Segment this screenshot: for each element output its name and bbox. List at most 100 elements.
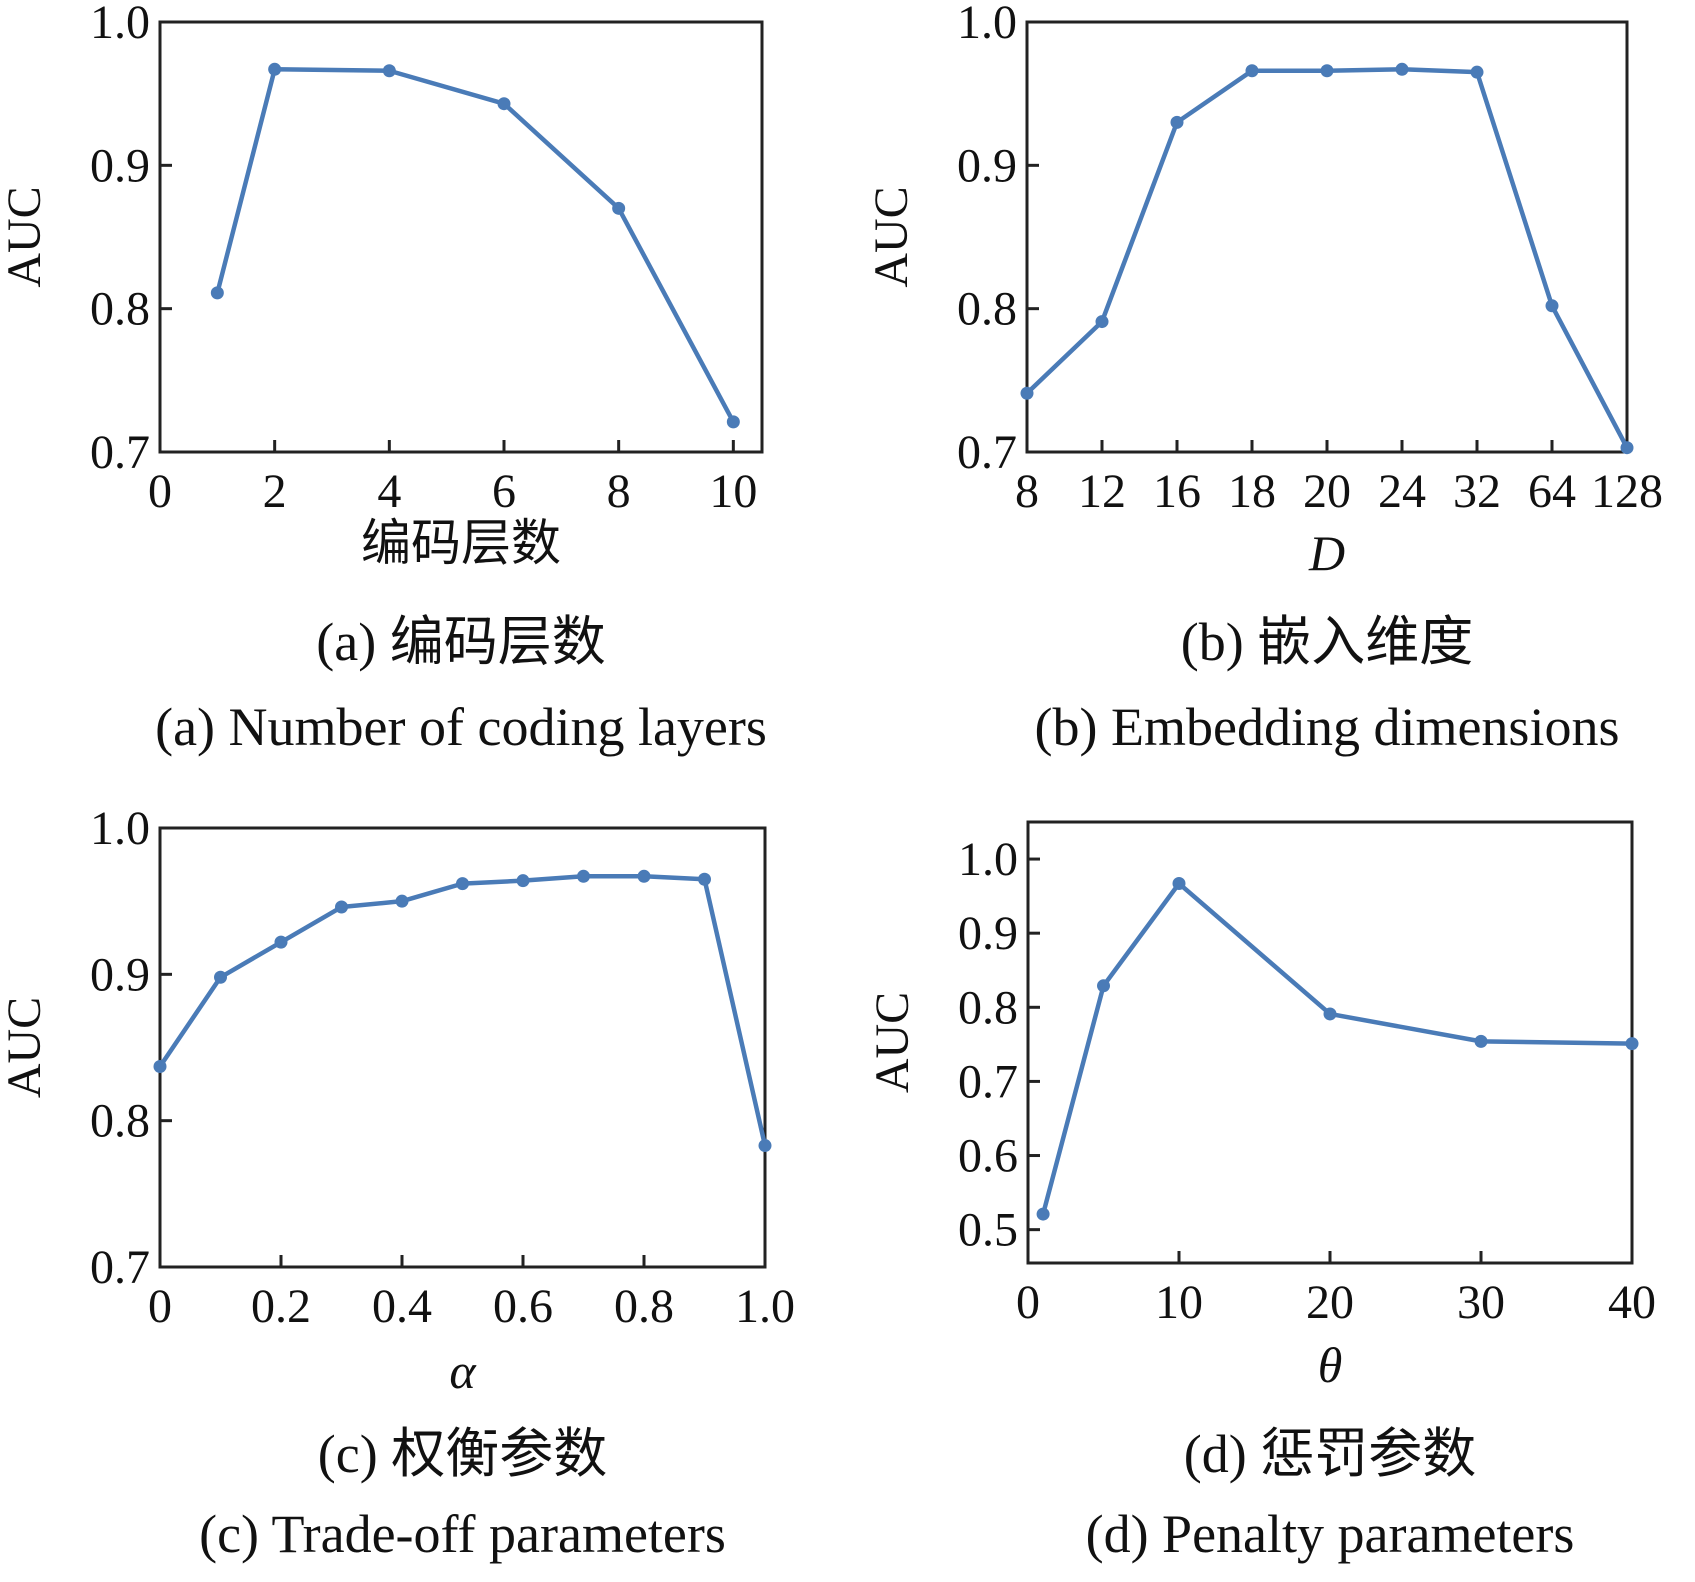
x-tick-label: 10: [1155, 1276, 1203, 1329]
series-line: [1025, 67, 1629, 449]
series-line: [1040, 881, 1633, 1215]
data-point: [1245, 64, 1259, 78]
y-axis-label: AUC: [865, 186, 918, 287]
x-tick-label: 8: [607, 465, 631, 518]
data-point: [497, 97, 511, 111]
y-tick-label: 1.0: [957, 0, 1017, 49]
panel-b: 0.7 0.8 0.9 1.0 8 12 16 18 20 24 32 64 128 AUC D (b) 嵌入…: [865, 0, 1663, 757]
x-tick-label: 0.2: [251, 1280, 311, 1333]
y-tick-label: 1.0: [90, 802, 150, 855]
x-tick-label: 0: [148, 465, 172, 518]
y-tick-label: 0.9: [957, 139, 1017, 192]
data-point: [395, 894, 409, 908]
data-point: [1036, 1207, 1050, 1221]
x-tick-label: 128: [1591, 465, 1663, 518]
x-tick-label: 1.0: [735, 1280, 795, 1333]
panel-c: 0.7 0.8 0.9 1.0 0 0.2 0.4 0.6 0.8 1.0 AUC α (c) 权衡参数…: [0, 802, 795, 1564]
data-point: [1545, 299, 1559, 313]
x-tick-label: 4: [377, 465, 401, 518]
y-tick-label: 0.8: [90, 283, 150, 336]
data-point: [382, 64, 396, 78]
y-tick-label: 0.8: [957, 283, 1017, 336]
data-point: [456, 877, 469, 891]
caption-en: (d) Penalty parameters: [1086, 1504, 1575, 1564]
x-tick-label: 12: [1078, 465, 1126, 518]
data-point: [1625, 1037, 1639, 1051]
x-tick-label: 0.8: [614, 1280, 674, 1333]
x-axis-label: D: [1308, 525, 1345, 581]
caption-zh: (c) 权衡参数: [318, 1424, 607, 1484]
plot-frame: [158, 20, 764, 454]
x-tick-label: 18: [1228, 465, 1276, 518]
data-point: [1095, 315, 1109, 329]
y-axis-label: AUC: [866, 992, 919, 1093]
y-tick-label: 0.9: [958, 907, 1018, 960]
panel-d: 0.5 0.6 0.7 0.8 0.9 1.0 0 10 20 30 40 AUC θ (d) 惩罚参数 (…: [866, 820, 1656, 1564]
data-point: [698, 872, 711, 886]
x-tick-label: 40: [1608, 1276, 1656, 1329]
y-tick-label: 0.7: [957, 426, 1017, 479]
data-point: [268, 62, 282, 76]
data-point: [1474, 1034, 1488, 1048]
x-tick-label: 2: [263, 465, 287, 518]
x-tick-label: 10: [709, 465, 757, 518]
y-tick-label: 0.8: [90, 1095, 150, 1148]
data-point: [1470, 65, 1484, 79]
caption-en: (c) Trade-off parameters: [199, 1504, 726, 1564]
x-tick-label: 0.4: [372, 1280, 432, 1333]
caption-zh: (a) 编码层数: [316, 612, 605, 672]
x-tick-label: 6: [492, 465, 516, 518]
data-point: [214, 970, 227, 984]
data-point: [210, 286, 224, 300]
y-axis-label: AUC: [0, 997, 51, 1098]
data-point: [274, 935, 288, 949]
x-tick-label: 20: [1306, 1276, 1354, 1329]
y-tick-label: 1.0: [958, 833, 1018, 886]
x-tick-label: 32: [1453, 465, 1501, 518]
x-tick-label: 0: [1016, 1276, 1040, 1329]
x-axis-label: 编码层数: [361, 515, 561, 571]
y-tick-label: 0.5: [958, 1204, 1018, 1257]
x-tick-label: 0.6: [493, 1280, 553, 1333]
data-point: [1395, 62, 1409, 76]
data-point: [516, 874, 530, 888]
data-point: [1020, 386, 1034, 400]
data-point: [335, 900, 348, 914]
y-tick-label: 0.6: [958, 1130, 1018, 1183]
y-tick-label: 0.8: [958, 981, 1018, 1034]
y-axis-label: AUC: [0, 186, 51, 287]
x-axis-label: α: [449, 1343, 477, 1399]
data-point: [1170, 115, 1184, 129]
x-tick-label: 64: [1528, 465, 1576, 518]
series-line: [158, 874, 768, 1147]
x-tick-label: 24: [1378, 465, 1426, 518]
data-point: [612, 201, 626, 215]
plot-frame: [1025, 20, 1629, 454]
caption-zh: (d) 惩罚参数: [1184, 1424, 1476, 1484]
data-point: [1323, 1007, 1337, 1021]
series-line: [215, 67, 736, 423]
data-point: [1097, 979, 1110, 993]
x-tick-label: 8: [1015, 465, 1039, 518]
data-point: [1172, 877, 1186, 891]
data-point: [577, 869, 590, 883]
data-point: [153, 1060, 167, 1074]
y-tick-label: 0.7: [90, 426, 150, 479]
y-tick-label: 0.7: [958, 1055, 1018, 1108]
y-tick-label: 0.9: [90, 139, 150, 192]
data-point: [1620, 441, 1634, 455]
caption-zh: (b) 嵌入维度: [1181, 612, 1473, 672]
y-tick-label: 0.9: [90, 948, 150, 1001]
caption-en: (a) Number of coding layers: [155, 697, 767, 757]
data-point: [637, 869, 651, 883]
data-point: [726, 415, 740, 429]
x-tick-label: 20: [1303, 465, 1351, 518]
y-tick-label: 0.7: [90, 1241, 150, 1294]
x-tick-label: 0: [148, 1280, 172, 1333]
x-axis-label: θ: [1318, 1337, 1343, 1393]
x-tick-label: 16: [1153, 465, 1201, 518]
x-tick-label: 30: [1457, 1276, 1505, 1329]
caption-en: (b) Embedding dimensions: [1035, 697, 1620, 757]
panel-a: 0.7 0.8 0.9 1.0 0 2 4 6 8 10 AUC 编码层数 (a) 编码层数 (a) Nu…: [0, 0, 767, 757]
